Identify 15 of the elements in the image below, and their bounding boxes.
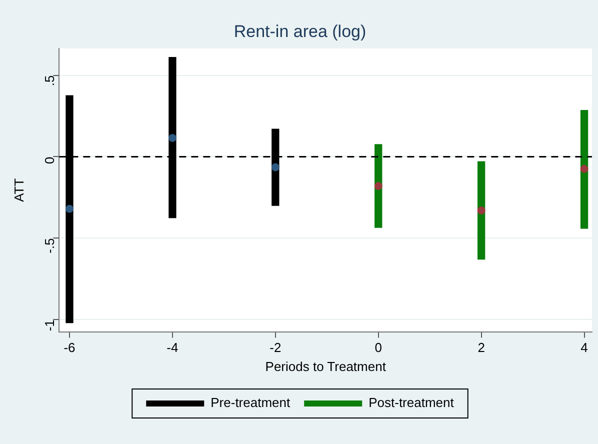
y-tick-label: 0 xyxy=(42,156,57,164)
x-tick-label: -6 xyxy=(64,340,76,356)
legend-label: Post-treatment xyxy=(368,395,454,410)
x-tick-label: 2 xyxy=(478,340,485,356)
x-tick-label: 4 xyxy=(580,340,588,356)
x-axis-title: Periods to Treatment xyxy=(265,358,386,374)
x-tick-label: 0 xyxy=(374,340,382,356)
legend-label: Pre-treatment xyxy=(210,395,290,410)
y-tick-label: -1 xyxy=(42,320,57,332)
x-tick-label: -4 xyxy=(166,340,178,356)
y-tick-label: -.5 xyxy=(42,238,57,254)
y-axis-title: ATT xyxy=(11,178,26,202)
y-tick-label: .5 xyxy=(42,75,57,86)
x-tick-label: -2 xyxy=(270,340,282,356)
chart-title: Rent-in area (log) xyxy=(234,22,366,41)
